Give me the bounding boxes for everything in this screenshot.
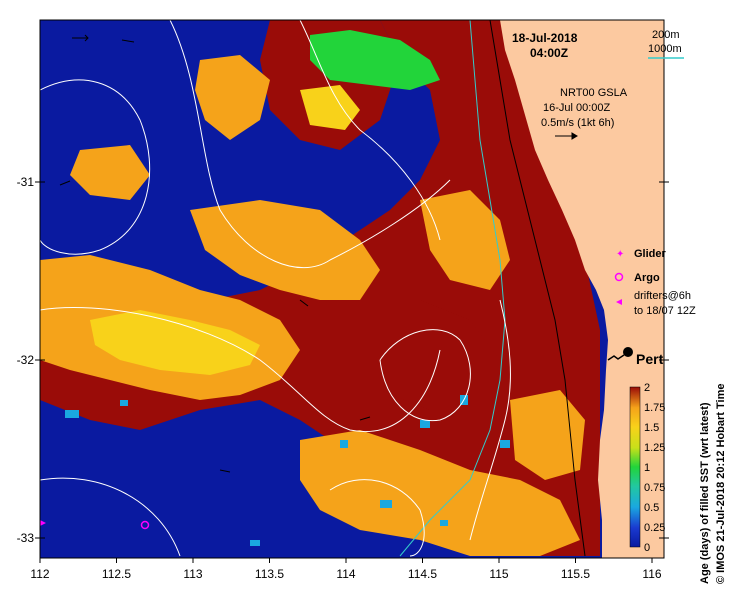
legend-drifters-line1: drifters@6h	[634, 290, 691, 302]
age-field-green	[310, 30, 440, 90]
y-tick-label: -32	[17, 353, 35, 367]
colorbar-tick-label: 2	[644, 382, 650, 394]
gsla-contours	[40, 20, 511, 557]
x-tick-label: 115.5	[561, 567, 590, 581]
age-field-orange-7	[510, 390, 585, 480]
x-tick-label: 113.5	[255, 567, 284, 581]
colorbar-tick-label: 1.75	[644, 402, 665, 414]
colorbar-tick-label: 1	[644, 462, 650, 474]
colorbar-tick-label: 1.5	[644, 422, 659, 434]
perth-marker	[607, 347, 633, 361]
contour-legend-200m: 200m	[652, 29, 680, 41]
age-field-orange-6	[70, 145, 150, 200]
legend-argo-marker	[614, 272, 624, 282]
plot-frame	[39, 19, 665, 559]
legend-glider-label: Glider	[634, 248, 667, 260]
map-date: 18-Jul-2018	[512, 31, 578, 45]
age-field-yellow	[90, 310, 260, 375]
drifter-track-marker	[40, 520, 46, 526]
y-tick-label: -31	[17, 175, 35, 189]
imos-credit: © IMOS 21-Jul-2018 20:12 Hobart Time	[715, 384, 727, 584]
colorbar	[629, 386, 641, 548]
map-plot-area: Perth	[40, 20, 672, 558]
contour-200m	[489, 20, 586, 557]
age-field-orange-3	[195, 55, 270, 140]
colorbar-tick-label: 1.25	[644, 442, 665, 454]
x-tick-label: 113	[183, 567, 202, 581]
x-tick-label: 114	[336, 567, 355, 581]
gsla-product: NRT00 GSLA	[560, 87, 628, 99]
x-tick-label: 114.5	[408, 567, 437, 581]
gsla-scale-arrow	[555, 132, 578, 140]
age-field-orange-4	[300, 430, 580, 556]
x-tick-label: 112.5	[102, 567, 131, 581]
age-field-dark-red-mid	[340, 300, 500, 410]
gsla-date: 16-Jul 00:00Z	[543, 102, 611, 114]
age-field-orange-2	[190, 200, 380, 300]
colorbar-tick-label: 0.25	[644, 522, 665, 534]
legend-argo-label: Argo	[634, 272, 660, 284]
gsla-scale: 0.5m/s (1kt 6h)	[541, 117, 614, 129]
land-western-australia	[500, 20, 664, 558]
place-label-perth: Perth	[636, 351, 672, 367]
x-tick-label: 112	[30, 567, 49, 581]
gsla-velocity-arrows	[59, 34, 371, 473]
map-time: 04:00Z	[530, 46, 568, 60]
x-tick-label: 116	[642, 567, 661, 581]
contour-legend-1000m: 1000m	[648, 43, 682, 55]
y-tick-label: -33	[17, 531, 35, 545]
x-axis: 112 112.5 113 113.5 114 114.5 115 115.5 116	[30, 558, 662, 581]
age-field-yellow-2	[300, 85, 360, 130]
age-field-orange-5	[420, 190, 510, 290]
x-tick-label: 115	[489, 567, 508, 581]
argo-float-marker	[140, 520, 150, 530]
colorbar-ticks: 2 1.75 1.5 1.25 1 0.75 0.5 0.25 0	[644, 382, 665, 554]
colorbar-tick-label: 0.75	[644, 482, 665, 494]
colorbar-tick-label: 0.5	[644, 502, 659, 514]
colorbar-tick-label: 0	[644, 542, 650, 554]
colorbar-label: Age (days) of filled SST (wrt latest)	[699, 402, 711, 584]
legend-drifters-line2: to 18/07 12Z	[634, 305, 696, 317]
legend-glider-marker: ✦	[616, 249, 624, 260]
legend-drifters-marker	[616, 299, 622, 305]
y-axis: -31 -32 -33	[17, 175, 669, 545]
